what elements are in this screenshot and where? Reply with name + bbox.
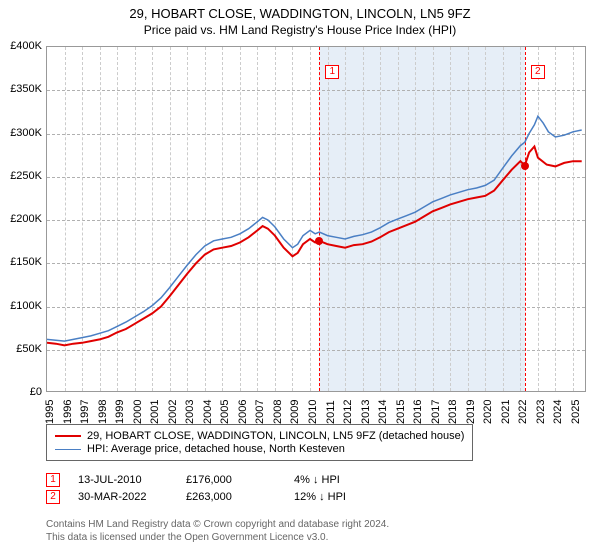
chart-subtitle: Price paid vs. HM Land Registry's House … [0,21,600,41]
y-tick-label: £250K [0,170,42,182]
x-tick-label: 2021 [500,400,512,424]
x-tick-label: 2020 [482,400,494,424]
x-tick-label: 2018 [447,400,459,424]
sales-row-price: £263,000 [186,491,276,503]
series-hpi [47,116,582,341]
x-tick-label: 2004 [202,400,214,424]
x-tick-label: 1996 [62,400,74,424]
y-tick-label: £50K [0,343,42,355]
x-tick-label: 2013 [360,400,372,424]
sales-row: 1 13-JUL-2010 £176,000 4% ↓ HPI [46,473,384,487]
x-tick-label: 2025 [570,400,582,424]
x-tick-label: 2023 [535,400,547,424]
y-tick-label: £150K [0,256,42,268]
attribution-footer: Contains HM Land Registry data © Crown c… [46,518,389,544]
x-tick-label: 2022 [517,400,529,424]
sales-row-badge: 2 [46,490,60,504]
x-tick-label: 2001 [149,400,161,424]
x-tick-label: 2008 [272,400,284,424]
x-tick-label: 2002 [167,400,179,424]
x-tick-label: 2012 [342,400,354,424]
sales-row-badge: 1 [46,473,60,487]
x-tick-label: 2011 [325,400,337,424]
sales-row-change: 12% ↓ HPI [294,491,384,503]
sales-row-date: 30-MAR-2022 [78,491,168,503]
x-tick-label: 2017 [430,400,442,424]
y-tick-label: £0 [0,386,42,398]
legend: 29, HOBART CLOSE, WADDINGTON, LINCOLN, L… [46,424,473,461]
x-tick-label: 2009 [289,400,301,424]
sales-table: 1 13-JUL-2010 £176,000 4% ↓ HPI 2 30-MAR-2022… [46,470,384,507]
footer-line: This data is licensed under the Open Gov… [46,531,389,544]
x-tick-label: 2019 [465,400,477,424]
legend-row: 29, HOBART CLOSE, WADDINGTON, LINCOLN, L… [55,430,464,442]
y-tick-label: £100K [0,300,42,312]
x-tick-label: 2005 [219,400,231,424]
plot-area: 12 [46,46,586,392]
legend-swatch [55,435,81,437]
x-tick-label: 2007 [254,400,266,424]
y-tick-label: £400K [0,40,42,52]
legend-label: HPI: Average price, detached house, Nort… [87,443,345,455]
x-tick-label: 1997 [79,400,91,424]
x-tick-label: 2016 [412,400,424,424]
x-tick-label: 2015 [395,400,407,424]
legend-row: HPI: Average price, detached house, Nort… [55,443,464,455]
legend-label: 29, HOBART CLOSE, WADDINGTON, LINCOLN, L… [87,430,464,442]
y-tick-label: £350K [0,83,42,95]
y-tick-label: £300K [0,127,42,139]
series-price_paid [47,147,582,346]
sales-row: 2 30-MAR-2022 £263,000 12% ↓ HPI [46,490,384,504]
footer-line: Contains HM Land Registry data © Crown c… [46,518,389,531]
x-tick-label: 2010 [307,400,319,424]
x-tick-label: 1998 [97,400,109,424]
chart-title: 29, HOBART CLOSE, WADDINGTON, LINCOLN, L… [0,0,600,21]
x-tick-label: 2024 [552,400,564,424]
legend-swatch [55,449,81,450]
x-tick-label: 1999 [114,400,126,424]
x-tick-label: 2006 [237,400,249,424]
figure: 29, HOBART CLOSE, WADDINGTON, LINCOLN, L… [0,0,600,560]
x-tick-label: 2014 [377,400,389,424]
x-tick-label: 1995 [44,400,56,424]
series-svg [47,47,587,393]
sales-row-date: 13-JUL-2010 [78,474,168,486]
sales-row-change: 4% ↓ HPI [294,474,384,486]
x-tick-label: 2000 [132,400,144,424]
y-tick-label: £200K [0,213,42,225]
sales-row-price: £176,000 [186,474,276,486]
x-tick-label: 2003 [184,400,196,424]
